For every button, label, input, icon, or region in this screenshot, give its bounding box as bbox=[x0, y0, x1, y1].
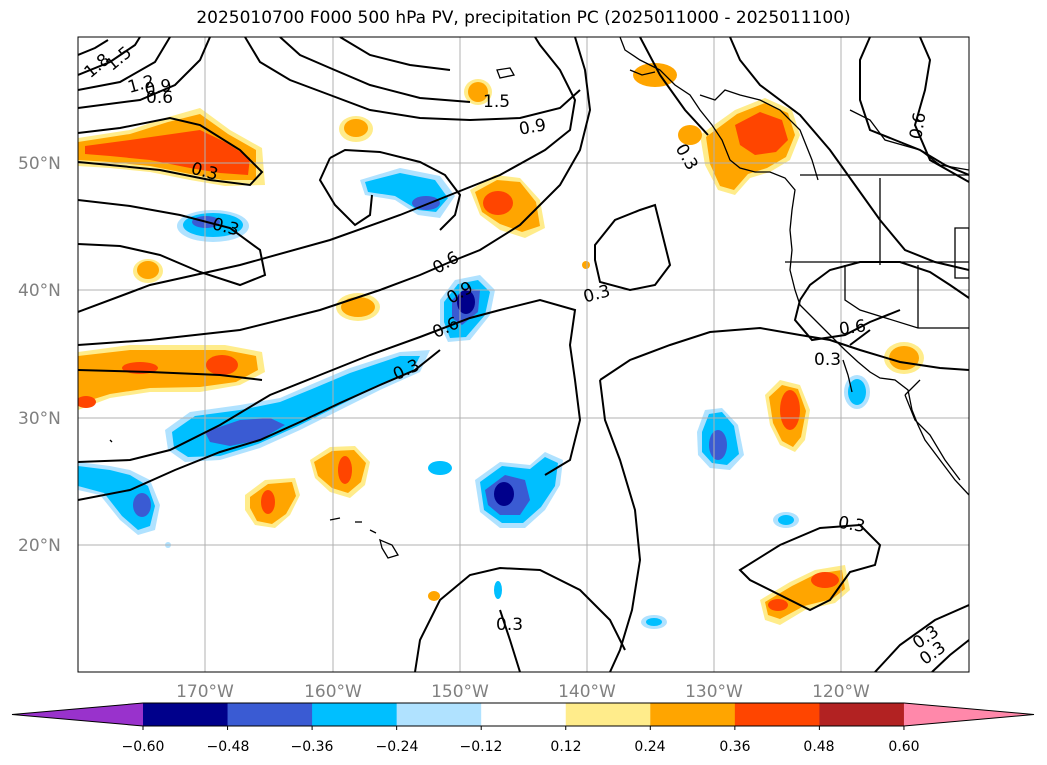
colorbar-tick-label: −0.12 bbox=[460, 739, 503, 755]
colorbar-segment bbox=[565, 703, 651, 726]
contour-label: 0.3 bbox=[836, 513, 866, 537]
colorbar-tick-label: 0.12 bbox=[550, 739, 581, 755]
colorbar bbox=[11, 702, 1035, 730]
colorbar-segment bbox=[650, 703, 736, 726]
lon-label: 160°W bbox=[304, 682, 362, 702]
lat-label: 30°N bbox=[18, 409, 61, 429]
contour-label: 0.3 bbox=[671, 140, 702, 173]
precipitation-shading bbox=[78, 63, 924, 629]
colorbar-extend-min bbox=[12, 703, 143, 726]
colorbar-segment bbox=[143, 703, 229, 726]
colorbar-ticks: −0.60 −0.48 −0.36 −0.24 −0.12 0.12 0.24 … bbox=[122, 739, 920, 755]
contour-label: 0.9 bbox=[518, 115, 548, 139]
colorbar-tick-label: 0.36 bbox=[719, 739, 750, 755]
colorbar-segment bbox=[312, 703, 398, 726]
colorbar-tick-label: 0.48 bbox=[803, 739, 834, 755]
longitude-labels: 170°W 160°W 150°W 140°W 130°W 120°W bbox=[176, 682, 870, 702]
colorbar-tick-label: 0.24 bbox=[634, 739, 665, 755]
colorbar-segment bbox=[227, 703, 313, 726]
lon-label: 130°W bbox=[685, 682, 743, 702]
contour-label: 1.5 bbox=[483, 92, 510, 112]
colorbar-tick-label: −0.36 bbox=[291, 739, 334, 755]
contour-label: 0.9 bbox=[143, 76, 173, 100]
lat-label: 40°N bbox=[18, 281, 61, 301]
contour-label: 0.6 bbox=[838, 316, 868, 340]
contour-label: 0.6 bbox=[906, 111, 930, 141]
lon-label: 170°W bbox=[176, 682, 234, 702]
colorbar-tick-label: −0.60 bbox=[122, 739, 165, 755]
lon-label: 120°W bbox=[812, 682, 870, 702]
colorbar-extend-max bbox=[903, 703, 1034, 726]
contour-label: 0.3 bbox=[581, 281, 612, 307]
map-frame bbox=[77, 36, 970, 673]
contour-label: 0.3 bbox=[814, 350, 841, 370]
lat-label: 50°N bbox=[18, 154, 61, 174]
contour-label: 0.6 bbox=[429, 248, 462, 279]
contour-label: 0.6 bbox=[146, 88, 173, 108]
lon-label: 150°W bbox=[431, 682, 489, 702]
colorbar-tick-label: −0.24 bbox=[376, 739, 419, 755]
colorbar-segment bbox=[819, 703, 905, 726]
colorbar-segment bbox=[481, 703, 567, 726]
lat-label: 20°N bbox=[18, 536, 61, 556]
pv-contours bbox=[78, 37, 969, 672]
colorbar-tick-label: 0.60 bbox=[888, 739, 919, 755]
latitude-labels: 50°N 40°N 30°N 20°N bbox=[18, 154, 61, 556]
contour-label: 0.3 bbox=[496, 615, 523, 635]
map-title: 2025010700 F000 500 hPa PV, precipitatio… bbox=[196, 8, 851, 28]
colorbar-segment bbox=[396, 703, 482, 726]
colorbar-tick-label: −0.48 bbox=[207, 739, 250, 755]
colorbar-segment bbox=[734, 703, 820, 726]
lon-label: 140°W bbox=[558, 682, 616, 702]
